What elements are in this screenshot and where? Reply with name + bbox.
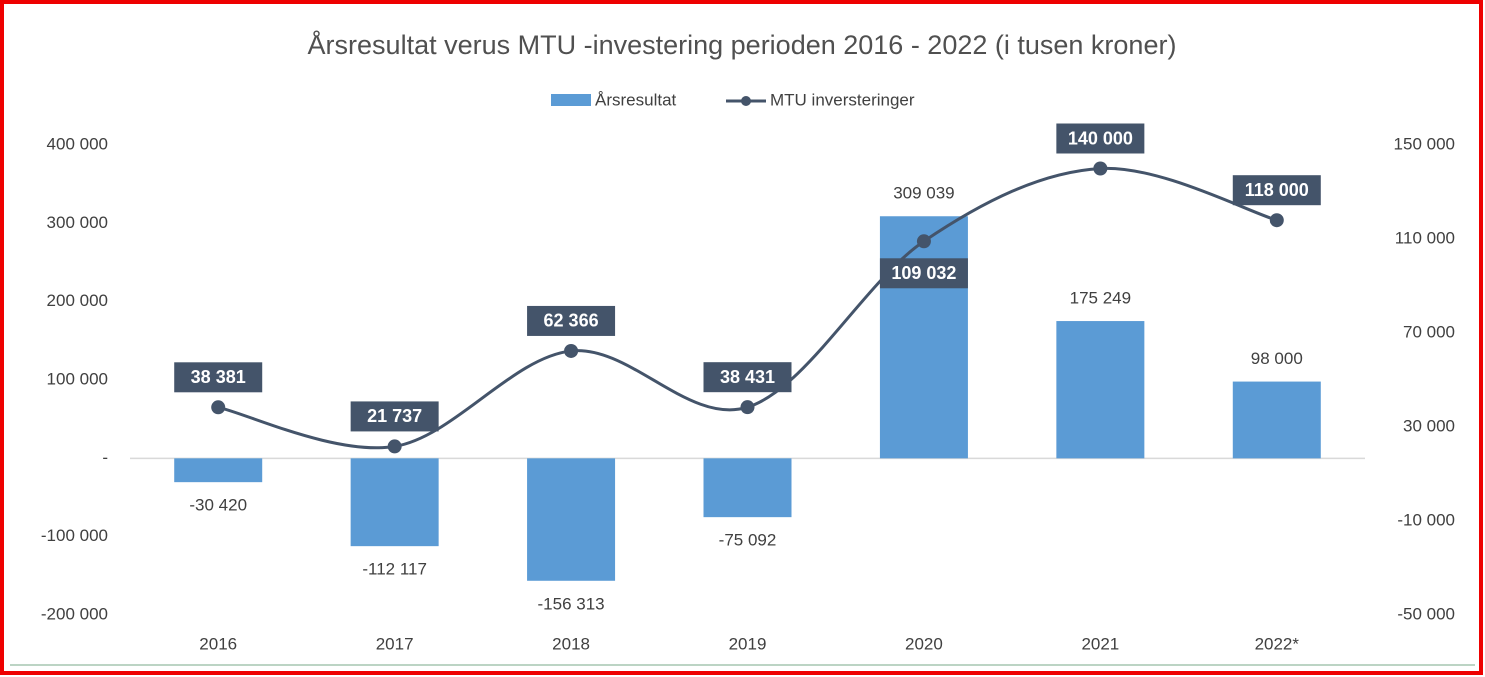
x-tick-label: 2018 [552,634,590,653]
bar [350,458,439,547]
line-label-box [174,362,263,393]
x-tick-label: 2019 [729,634,767,653]
bar [527,458,616,581]
bar-label: 309 039 [893,184,954,203]
line-label: 118 000 [1245,180,1309,200]
line-point [1269,213,1284,228]
chart-title: Årsresultat verus MTU -investering perio… [308,29,1177,60]
y2-tick-label: -10 000 [1397,510,1455,529]
line-point [740,400,755,415]
line-label: 38 431 [720,367,775,387]
line-label: 109 032 [891,263,956,283]
line-label-box [703,362,792,393]
x-tick-label: 2021 [1081,634,1119,653]
line-label: 140 000 [1068,128,1133,148]
line-point [387,439,402,454]
x-tick-label: 2017 [376,634,414,653]
y-tick-label: 100 000 [47,369,108,388]
bar-label: 175 249 [1070,289,1131,308]
bar [703,458,792,518]
line-point [1093,161,1108,176]
bar-label: -112 117 [362,560,427,579]
y2-tick-label: -50 000 [1397,604,1455,623]
y-tick-label: - [102,448,108,467]
bar-label: -30 420 [189,496,247,515]
y2-tick-label: 110 000 [1395,228,1455,247]
y2-tick-label: 30 000 [1403,416,1455,435]
line-label-box [1056,123,1145,154]
legend-label: MTU inversteringer [770,90,915,109]
bar-label: 98 000 [1251,349,1303,368]
bar [1056,321,1145,459]
x-tick-label: 2022* [1255,634,1300,653]
line-point [916,234,931,249]
line-label: 38 381 [191,367,246,387]
bar-label: -75 092 [719,531,777,550]
y-tick-label: 200 000 [47,291,108,310]
y-tick-label: 400 000 [47,134,108,153]
line-point [564,343,579,358]
y-tick-label: 300 000 [47,213,108,232]
line-point [211,400,226,415]
line-label: 62 366 [544,311,599,331]
line-label-box [350,401,439,432]
x-tick-label: 2020 [905,634,943,653]
legend-swatch [551,94,591,106]
bar-label: -156 313 [538,594,605,613]
y2-tick-label: 70 000 [1403,322,1455,341]
y-tick-label: -200 000 [41,604,108,623]
legend-label: Årsresultat [595,90,677,109]
line-label-box [879,258,968,289]
y2-tick-label: 150 000 [1394,134,1455,153]
line-label: 21 737 [367,406,422,426]
bar [879,216,968,459]
legend: Årsresultat MTU inversteringer [551,90,915,109]
x-tick-label: 2016 [199,634,237,653]
legend-swatch [741,96,751,106]
line-label-box [527,305,616,336]
bar [1232,381,1321,459]
line-label-box [1232,175,1321,206]
bar [174,458,263,483]
y-tick-label: -100 000 [41,526,108,545]
